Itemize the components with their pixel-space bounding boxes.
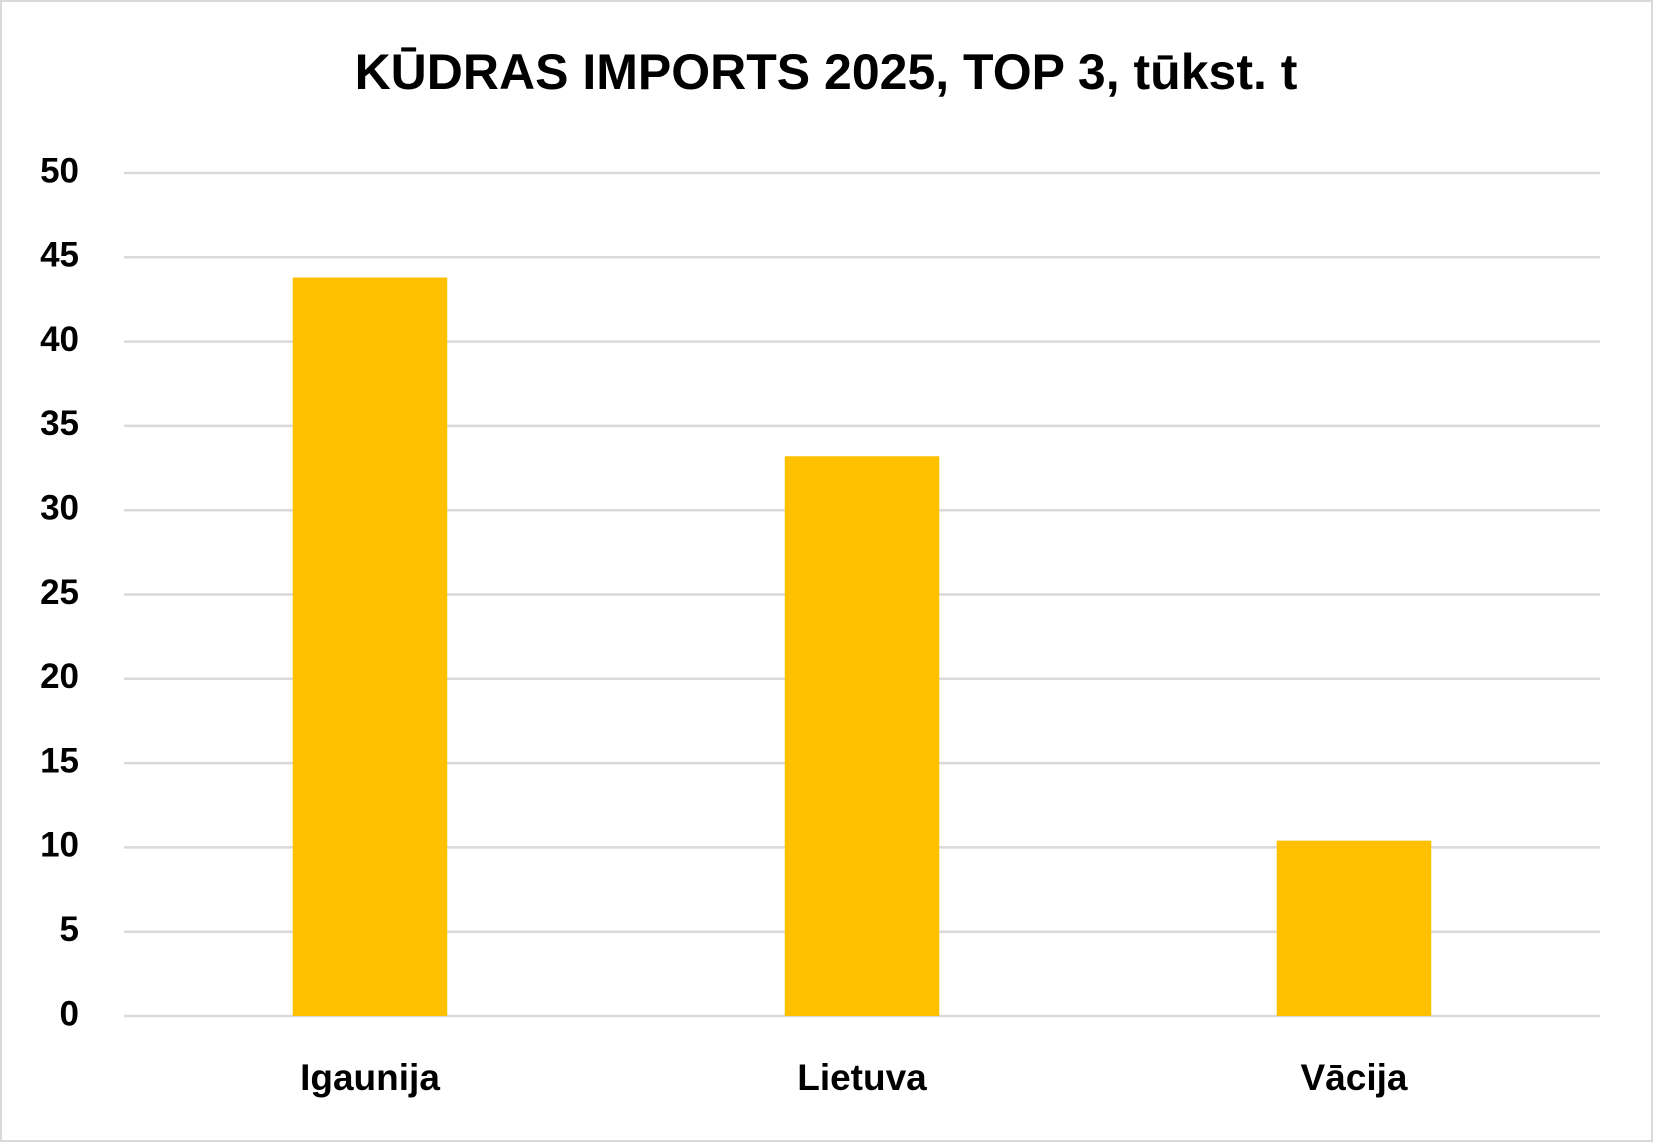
y-tick-label: 25 [40,573,79,612]
y-tick-label: 45 [40,236,79,275]
y-tick-label: 50 [40,151,79,190]
chart-title: KŪDRAS IMPORTS 2025, TOP 3, tūkst. t [355,44,1298,100]
bar [292,277,448,1017]
x-tick-label: Lietuva [797,1057,927,1098]
x-tick-label: Igaunija [300,1057,440,1098]
y-tick-label: 40 [40,320,79,359]
y-tick-label: 35 [40,404,79,443]
bar [784,456,940,1016]
y-tick-label: 20 [40,657,79,696]
y-tick-label: 30 [40,488,79,527]
bar [1276,840,1432,1016]
y-tick-label: 5 [60,910,79,949]
x-tick-label: Vācija [1301,1057,1408,1098]
y-tick-label: 10 [40,826,79,865]
y-tick-label: 0 [60,994,79,1033]
y-tick-label: 15 [40,741,79,780]
